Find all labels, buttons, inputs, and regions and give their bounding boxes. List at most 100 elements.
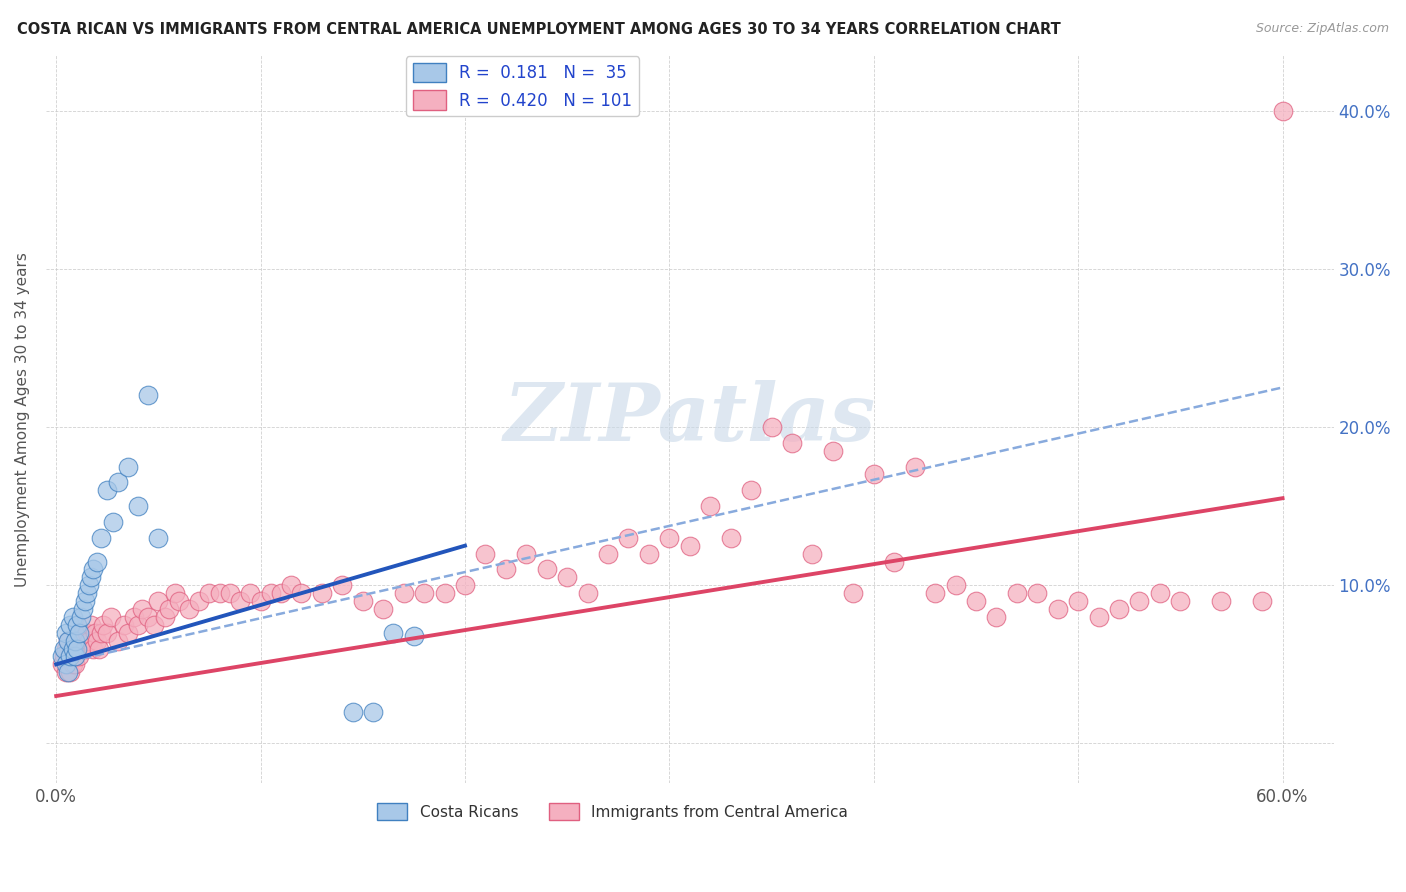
Point <box>402 629 425 643</box>
Point <box>143 617 166 632</box>
Point <box>1211 594 1233 608</box>
Point <box>780 435 803 450</box>
Point <box>103 515 125 529</box>
Point <box>82 562 104 576</box>
Point <box>413 586 436 600</box>
Point <box>576 586 599 600</box>
Point <box>67 625 90 640</box>
Point <box>58 657 80 672</box>
Text: ZIPatlas: ZIPatlas <box>503 380 876 458</box>
Point <box>127 617 149 632</box>
Point <box>66 617 89 632</box>
Point <box>495 562 517 576</box>
Point <box>80 617 103 632</box>
Point <box>82 641 104 656</box>
Point <box>454 578 477 592</box>
Point <box>1170 594 1192 608</box>
Point <box>1026 586 1049 600</box>
Point <box>965 594 987 608</box>
Point <box>433 586 456 600</box>
Point <box>59 649 82 664</box>
Point <box>1005 586 1028 600</box>
Point <box>117 459 139 474</box>
Point <box>66 641 89 656</box>
Point <box>122 610 145 624</box>
Point <box>55 665 77 680</box>
Point <box>188 594 211 608</box>
Point <box>63 633 86 648</box>
Point <box>148 594 170 608</box>
Point <box>249 594 271 608</box>
Point <box>945 578 967 592</box>
Point <box>90 531 112 545</box>
Point <box>617 531 640 545</box>
Point <box>352 594 374 608</box>
Point <box>1128 594 1150 608</box>
Point <box>761 420 783 434</box>
Point <box>127 499 149 513</box>
Point <box>924 586 946 600</box>
Point <box>136 388 159 402</box>
Point <box>821 443 844 458</box>
Point <box>1046 602 1069 616</box>
Point <box>1067 594 1090 608</box>
Point <box>73 594 96 608</box>
Point <box>63 657 86 672</box>
Point <box>72 633 94 648</box>
Point <box>148 531 170 545</box>
Point <box>62 641 84 656</box>
Point <box>801 547 824 561</box>
Point <box>59 665 82 680</box>
Point <box>91 617 114 632</box>
Point <box>58 665 80 680</box>
Point <box>72 625 94 640</box>
Y-axis label: Unemployment Among Ages 30 to 34 years: Unemployment Among Ages 30 to 34 years <box>15 252 30 587</box>
Point <box>679 539 702 553</box>
Point <box>58 633 80 648</box>
Point <box>80 570 103 584</box>
Point <box>699 499 721 513</box>
Point <box>66 641 89 656</box>
Point <box>229 594 252 608</box>
Point <box>73 641 96 656</box>
Point <box>90 625 112 640</box>
Point <box>177 602 200 616</box>
Point <box>55 657 77 672</box>
Point <box>208 586 231 600</box>
Point <box>131 602 153 616</box>
Point <box>373 602 395 616</box>
Point <box>55 641 77 656</box>
Point <box>58 633 80 648</box>
Point <box>1149 586 1171 600</box>
Point <box>117 625 139 640</box>
Point <box>163 586 186 600</box>
Point <box>67 649 90 664</box>
Point <box>86 633 108 648</box>
Point <box>638 547 661 561</box>
Point <box>107 475 129 490</box>
Point <box>219 586 242 600</box>
Point <box>72 602 94 616</box>
Point <box>86 554 108 568</box>
Point <box>1087 610 1109 624</box>
Point <box>157 602 180 616</box>
Point <box>330 578 353 592</box>
Point <box>361 705 384 719</box>
Legend: Costa Ricans, Immigrants from Central America: Costa Ricans, Immigrants from Central Am… <box>371 797 855 826</box>
Point <box>862 467 884 482</box>
Point <box>96 483 118 498</box>
Point <box>63 649 86 664</box>
Point <box>1108 602 1130 616</box>
Point <box>167 594 190 608</box>
Point <box>96 625 118 640</box>
Point <box>51 657 73 672</box>
Point <box>720 531 742 545</box>
Point <box>77 633 100 648</box>
Point <box>84 625 107 640</box>
Point <box>382 625 405 640</box>
Point <box>76 586 98 600</box>
Point <box>100 610 122 624</box>
Text: COSTA RICAN VS IMMIGRANTS FROM CENTRAL AMERICA UNEMPLOYMENT AMONG AGES 30 TO 34 : COSTA RICAN VS IMMIGRANTS FROM CENTRAL A… <box>17 22 1060 37</box>
Point <box>515 547 537 561</box>
Point <box>51 649 73 664</box>
